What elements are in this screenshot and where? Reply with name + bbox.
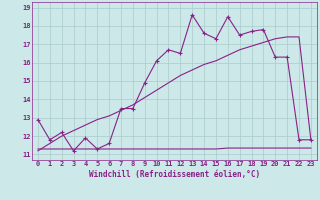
X-axis label: Windchill (Refroidissement éolien,°C): Windchill (Refroidissement éolien,°C) — [89, 170, 260, 179]
